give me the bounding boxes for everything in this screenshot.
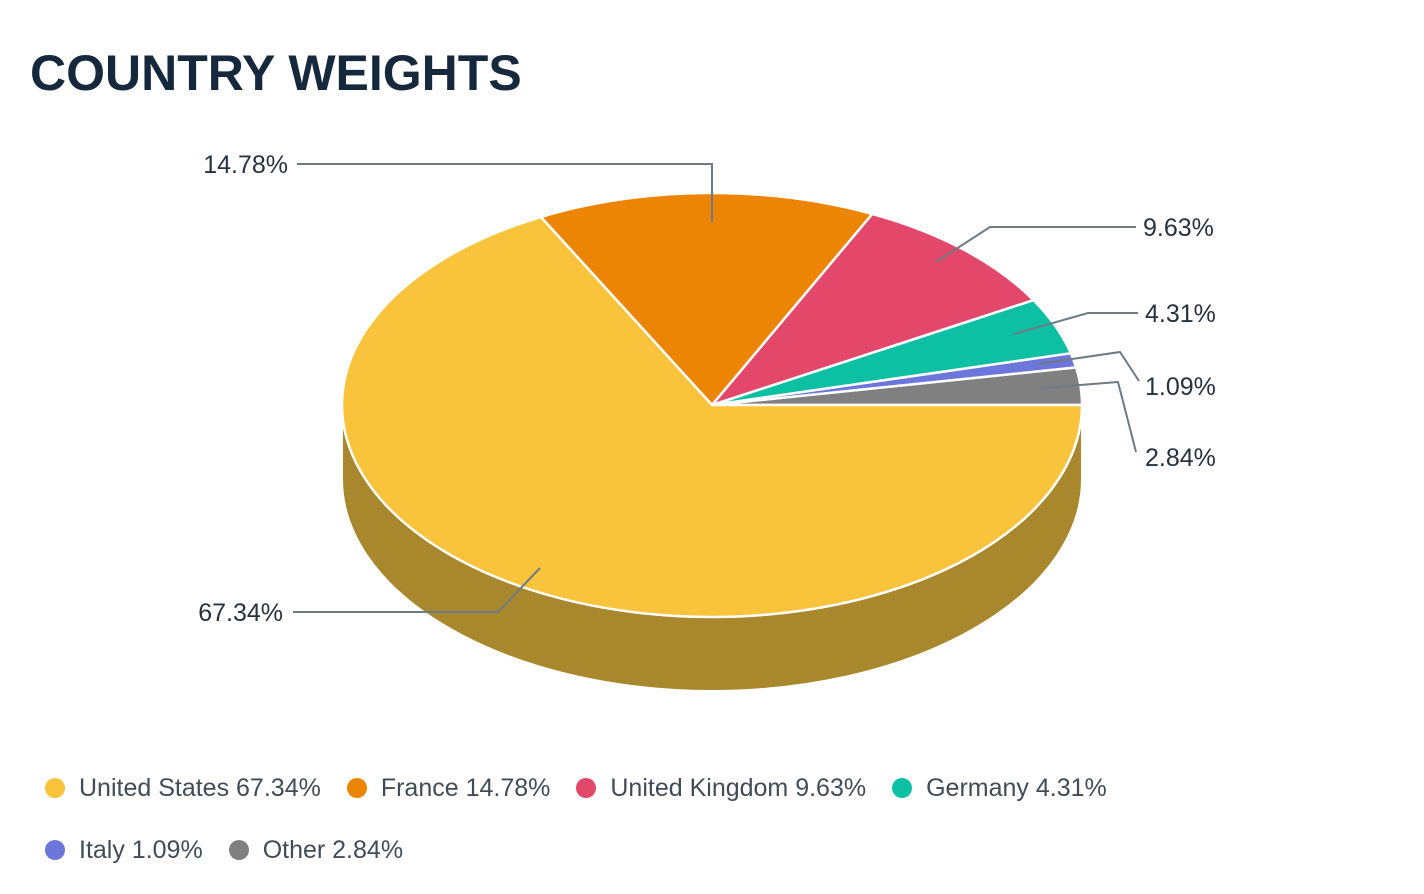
pie-connector-5 (293, 567, 541, 613)
chart-legend: United States 67.34% France 14.78% Unite… (45, 773, 1107, 865)
legend-marker-france (346, 778, 367, 798)
legend-label-france: France 14.78% (380, 774, 551, 802)
pie-label-italy: 1.09% (1145, 373, 1216, 401)
pie-connector-3 (1037, 350, 1140, 382)
legend-row-2: Italy 1.09% Other 2.84% (45, 835, 1107, 865)
pie-connector-1 (935, 226, 1136, 263)
legend-label-germany: Germany 4.31% (926, 774, 1107, 802)
legend-item-other[interactable]: Other 2.84% (228, 835, 404, 865)
legend-item-italy[interactable]: Italy 1.09% (45, 835, 203, 865)
pie-label-germany: 4.31% (1145, 300, 1216, 328)
pie-label-united-states: 67.34% (198, 599, 283, 627)
pie-chart-canvas (293, 163, 1140, 692)
legend-marker-other (228, 840, 249, 860)
legend-marker-united-kingdom (576, 778, 597, 798)
legend-label-italy: Italy 1.09% (79, 836, 203, 864)
legend-label-other: Other 2.84% (262, 836, 404, 864)
pie-label-united-kingdom: 9.63% (1143, 214, 1214, 242)
pie-connector-0 (297, 163, 713, 222)
legend-row-1: United States 67.34% France 14.78% Unite… (45, 773, 1107, 803)
pie-label-france: 14.78% (203, 151, 288, 179)
pie-slice-france[interactable] (539, 191, 874, 407)
pie-label-other: 2.84% (1145, 444, 1216, 472)
pie-connector-2 (1013, 312, 1138, 335)
legend-item-united-states[interactable]: United States 67.34% (45, 773, 321, 803)
legend-item-united-kingdom[interactable]: United Kingdom 9.63% (576, 773, 866, 803)
legend-marker-italy (45, 840, 65, 860)
legend-marker-germany (892, 778, 913, 798)
legend-item-germany[interactable]: Germany 4.31% (892, 773, 1107, 803)
pie-slice-united-kingdom[interactable] (710, 212, 1035, 407)
legend-label-united-states: United States 67.34% (79, 774, 321, 802)
legend-label-united-kingdom: United Kingdom 9.63% (610, 774, 867, 802)
pie-connector-4 (1041, 380, 1137, 453)
pie-slice-united-states[interactable] (340, 215, 1084, 619)
legend-marker-united-states (45, 778, 65, 798)
chart-title: COUNTRY WEIGHTS (30, 45, 522, 101)
legend-item-france[interactable]: France 14.78% (346, 773, 551, 803)
